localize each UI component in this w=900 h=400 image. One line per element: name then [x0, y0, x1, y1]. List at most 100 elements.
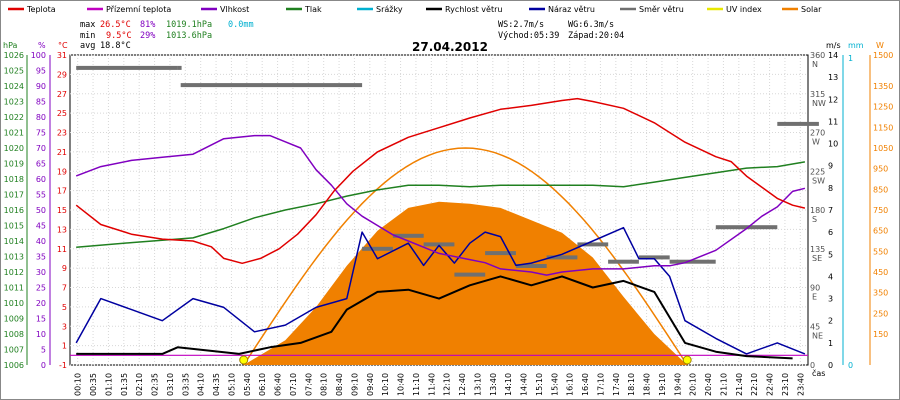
hpa-tick: 1025	[4, 67, 24, 76]
ms-tick: 7	[828, 206, 833, 215]
legend-entry: Srážky	[357, 5, 403, 14]
pct-tick: 45	[36, 222, 46, 231]
pct-tick: 15	[36, 315, 46, 324]
legend-label: Srážky	[376, 5, 403, 14]
dir-tick-label: NW	[812, 99, 826, 108]
wind-dir-mark	[362, 246, 393, 251]
x-tick: 15:10	[535, 373, 544, 396]
pct-tick: 75	[36, 129, 46, 138]
ms-tick: 6	[828, 228, 833, 237]
wind-dir-mark	[334, 83, 363, 88]
x-tick: 03:10	[166, 373, 175, 396]
x-tick: 08:40	[335, 373, 344, 396]
wind-dir-mark	[608, 259, 639, 264]
pct-tick: 20	[36, 299, 46, 308]
stat-max-rain: 0.0mm	[228, 20, 254, 30]
x-tick: 22:40	[766, 373, 775, 396]
hpa-tick: 1015	[4, 222, 24, 231]
pct-tick: 5	[41, 346, 46, 355]
temp-tick: 5	[62, 303, 67, 312]
x-tick: 13:10	[473, 373, 482, 396]
legend-entry: Tlak	[286, 5, 322, 14]
temp-tick: 29	[57, 70, 67, 79]
sun-marker	[239, 355, 249, 365]
pct-tick: 55	[36, 191, 46, 200]
legend-label: Teplota	[26, 5, 56, 14]
ms-tick: 14	[828, 51, 838, 60]
stats-panel: max 26.5°C 81% 1019.1hPa 0.0mm min 9.5°C…	[80, 20, 624, 51]
legend: Teplota Přízemní teplota Vlhkost Tlak Srážky…	[8, 5, 822, 14]
hpa-tick: 1018	[4, 175, 24, 184]
x-tick: 19:10	[658, 373, 667, 396]
w-tick: 850	[873, 185, 888, 194]
ms-tick: 4	[828, 272, 833, 281]
w-tick: 650	[873, 227, 888, 236]
sun-marker	[682, 355, 692, 365]
series-solar-area	[243, 201, 688, 365]
x-tick: 10:10	[381, 373, 390, 396]
legend-label: UV index	[726, 5, 762, 14]
x-tick: 02:35	[151, 373, 160, 396]
legend-label: Tlak	[304, 5, 322, 14]
w-tick: 1150	[873, 123, 893, 132]
x-tick: 19:40	[673, 373, 682, 396]
w-tick: 450	[873, 268, 888, 277]
wind-dir-mark	[638, 255, 670, 260]
x-tick: 10:40	[397, 373, 406, 396]
dir-tick: 360	[810, 51, 825, 60]
stat-max-temp: 26.5°C	[100, 20, 131, 30]
x-tick: 09:40	[366, 373, 375, 396]
dir-tick-label: SW	[812, 176, 825, 185]
x-tick: 21:40	[735, 373, 744, 396]
wind-dir-mark	[546, 255, 578, 260]
x-tick: 08:10	[320, 373, 329, 396]
legend-entry: Vlhkost	[201, 5, 249, 14]
x-tick: 23:10	[781, 373, 790, 396]
x-tick: 16:10	[566, 373, 575, 396]
wind-dir-mark	[485, 251, 516, 256]
stat-wg: WG:6.3m/s	[568, 20, 614, 30]
ms-tick: 12	[828, 95, 838, 104]
hpa-tick: 1008	[4, 330, 24, 339]
dir-tick: 90	[810, 284, 820, 293]
temp-tick: 3	[62, 322, 67, 331]
x-tick: 20:10	[689, 373, 698, 396]
ms-tick: 0	[828, 361, 833, 370]
pct-tick: 10	[36, 330, 46, 339]
pct-tick: 65	[36, 160, 46, 169]
stat-max-press: 1019.1hPa	[166, 20, 212, 30]
x-tick: 14:40	[520, 373, 529, 396]
dir-tick: 135	[810, 245, 825, 254]
temp-tick: 21	[57, 148, 67, 157]
hpa-tick: 1014	[4, 237, 24, 246]
ms-tick: 11	[828, 117, 838, 126]
temp-tick: 11	[57, 245, 67, 254]
x-tick: 11:40	[427, 373, 436, 396]
pct-tick: 0	[41, 361, 46, 370]
stat-sunset: Západ:20:04	[568, 31, 624, 41]
dir-tick: 180	[810, 206, 825, 215]
stat-avg-temp: 18.8°C	[100, 41, 131, 51]
legend-entry: UV index	[707, 5, 762, 14]
x-tick: 03:35	[181, 373, 190, 396]
legend-label: Náraz větru	[548, 5, 595, 14]
x-tick: 02:10	[135, 373, 144, 396]
pct-tick: 85	[36, 98, 46, 107]
x-tick: 01:10	[104, 373, 113, 396]
wind-dir-mark	[777, 121, 805, 126]
x-tick: 05:40	[243, 373, 252, 396]
x-axis-label: čas	[812, 368, 825, 378]
hpa-tick: 1007	[4, 346, 24, 355]
series-tlak	[76, 161, 806, 248]
mm-tick: 1	[848, 54, 853, 63]
mm-tick: 0	[848, 361, 853, 370]
hpa-tick: 1019	[4, 160, 24, 169]
w-tick: 1050	[873, 144, 893, 153]
series-layer	[70, 65, 819, 366]
wind-dir-mark	[423, 242, 455, 247]
temp-tick: 31	[57, 51, 67, 60]
hpa-tick: 1024	[4, 82, 24, 91]
ms-unit: m/s	[826, 41, 841, 50]
x-tick: 18:40	[643, 373, 652, 396]
